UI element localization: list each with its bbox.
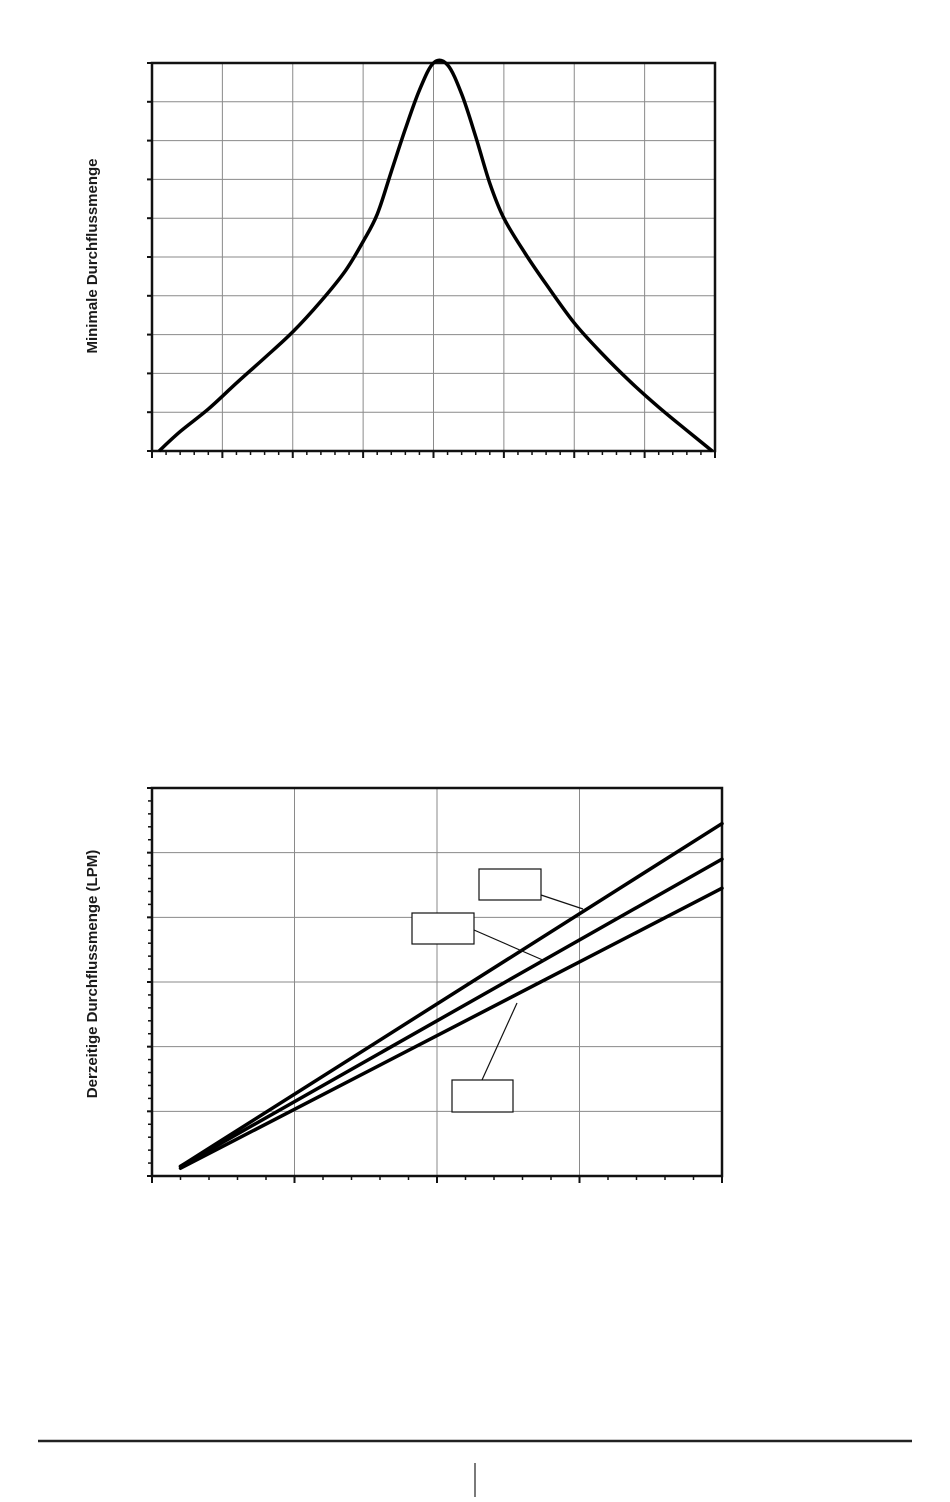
- page-footer: [38, 1439, 912, 1497]
- chart2-series-lines: [178, 821, 724, 1170]
- chart2-series-line-1: [178, 821, 724, 1169]
- chart2-grid: [152, 788, 722, 1176]
- chart-minimum-flow: Minimale Durchflussmenge: [84, 58, 717, 458]
- chart2-y-axis-label: Derzeitige Durchflussmenge (LPM): [84, 850, 101, 1098]
- chart-current-flow: Derzeitige Durchflussmenge (LPM): [84, 786, 724, 1183]
- chart2-ticks: [147, 787, 723, 1183]
- chart2-callout-leader-2: [473, 929, 546, 962]
- chart1-y-axis-label: Minimale Durchflussmenge: [84, 158, 101, 353]
- chart2-series-line-3: [178, 886, 724, 1170]
- chart2-callout-leader-1: [540, 894, 584, 910]
- chart1-series-line: [157, 58, 714, 453]
- chart2-callout-box-1: [478, 868, 542, 901]
- chart1-grid: [152, 63, 715, 451]
- chart2-legend-callouts: [411, 868, 584, 1113]
- chart2-callout-box-3: [451, 1079, 514, 1113]
- chart2-callout-box-2: [411, 912, 475, 945]
- chart2-callout-leader-3: [481, 1002, 518, 1081]
- chart2-series-line-2: [178, 857, 724, 1169]
- chart1-ticks: [147, 62, 716, 458]
